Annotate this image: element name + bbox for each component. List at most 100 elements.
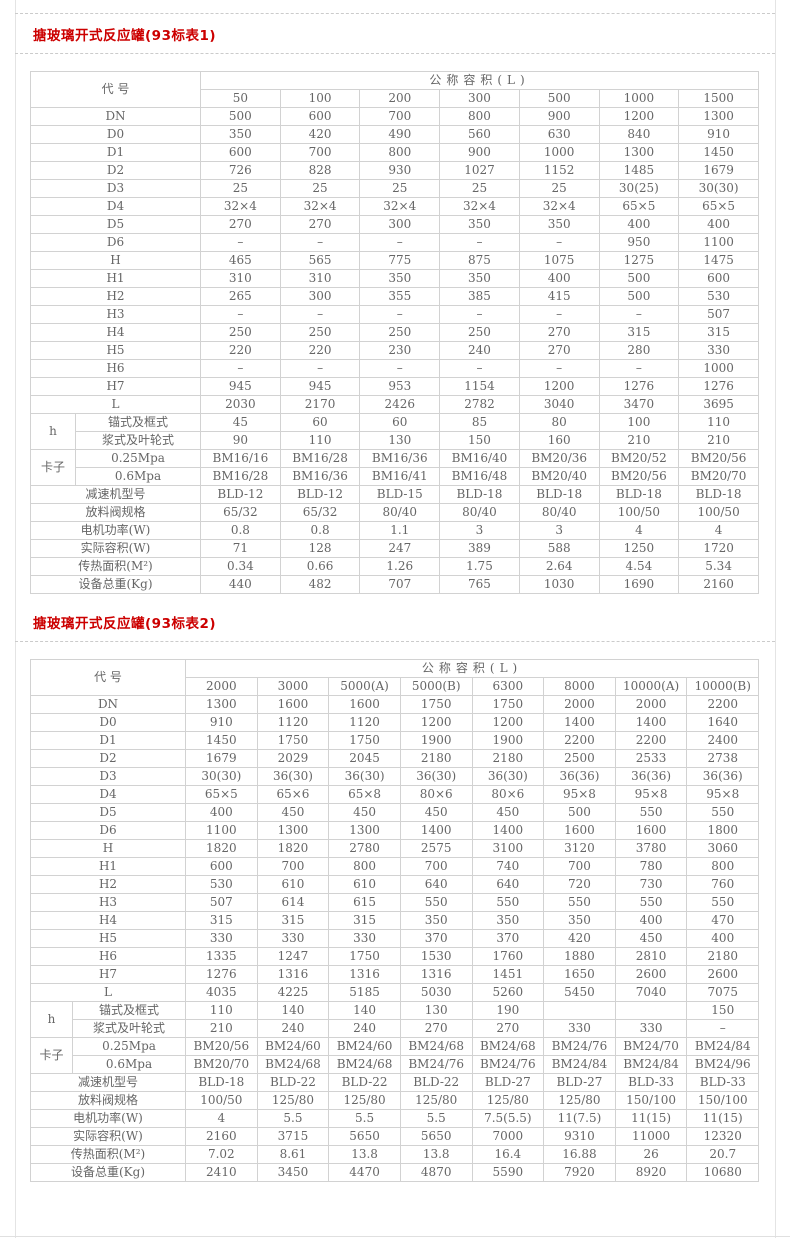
table-cell: –	[439, 305, 520, 324]
table-cell: 1.26	[359, 557, 441, 576]
table-cell: 1030	[518, 575, 600, 594]
table-cell: 415	[518, 287, 600, 306]
table-cell: BM24/84	[543, 1055, 616, 1074]
table-cell: 400	[686, 929, 760, 948]
table2-title: 搪玻璃开式反应罐(93标表2)	[33, 616, 217, 632]
table-cell: BM16/28	[279, 449, 361, 468]
table-cell: 45	[200, 413, 281, 432]
capacity-column-header: 100	[279, 89, 361, 108]
table-cell: 2738	[686, 749, 760, 768]
table-cell: 26	[614, 1145, 688, 1164]
table-cell: 800	[686, 857, 760, 876]
capacity-column-header: 50	[200, 89, 281, 108]
table-cell: BM16/16	[200, 449, 281, 468]
table-cell: 1152	[518, 161, 600, 180]
table-cell: 330	[614, 1019, 688, 1038]
table-cell: BLD-22	[256, 1073, 330, 1092]
row-label: D0	[29, 713, 187, 732]
row-label: H3	[29, 893, 187, 912]
table-cell: 350	[518, 215, 600, 234]
table-cell: 350	[471, 911, 545, 930]
row-label: D6	[29, 821, 187, 840]
table-cell: 950	[598, 233, 680, 252]
table-row: 浆式及叶轮式 210 240 240 270 270 330 330–	[31, 1019, 760, 1038]
capacity-column-header: 1000	[598, 89, 680, 108]
table-cell: 2045	[328, 749, 401, 768]
table-cell: –	[439, 233, 520, 252]
table-cell: 730	[614, 875, 688, 894]
table-cell: 700	[279, 143, 361, 162]
capacity-column-header: 3000	[256, 677, 330, 696]
row-label: D2	[29, 749, 187, 768]
table-cell: 5.5	[399, 1109, 473, 1128]
table-cell: 220	[200, 341, 281, 360]
table-cell: 600	[185, 857, 258, 876]
table-cell: 450	[614, 929, 688, 948]
table-cell: 2400	[686, 731, 760, 750]
table-cell: 2029	[256, 749, 330, 768]
table-cell: 1750	[399, 695, 473, 714]
capacity-column-header: 5000(B)	[399, 677, 473, 696]
table-cell: 350	[543, 911, 616, 930]
row-label: L	[29, 983, 187, 1002]
capacity-column-header: 8000	[543, 677, 616, 696]
row-label: H7	[29, 965, 187, 984]
table-cell: 2160	[185, 1127, 258, 1146]
row-label: 浆式及叶轮式	[71, 1019, 187, 1038]
table-cell: 25	[359, 179, 441, 198]
table-cell: 160	[518, 431, 600, 450]
table-cell: 482	[279, 575, 361, 594]
table-cell: BM20/70	[678, 467, 759, 486]
table-cell: 1027	[439, 161, 520, 180]
table-cell: 32×4	[439, 197, 520, 216]
table-row: H7 945 945 953 1154 1200 1276 1276	[29, 377, 759, 396]
table-cell: BM16/28	[200, 467, 281, 486]
row-label: 0.25Mpa	[71, 1037, 187, 1056]
table-cell: 370	[399, 929, 473, 948]
table-cell: 765	[439, 575, 520, 594]
table-cell: BLD-15	[359, 485, 441, 504]
table-cell: 0.34	[200, 557, 281, 576]
table-cell: 5.5	[328, 1109, 401, 1128]
table-cell: 1120	[256, 713, 330, 732]
capacity-column-header: 6300	[471, 677, 545, 696]
table-cell: 350	[200, 125, 281, 144]
table-cell: –	[518, 359, 600, 378]
table-cell: 1276	[598, 377, 680, 396]
table-cell: 1300	[328, 821, 401, 840]
table-cell: 125/80	[256, 1091, 330, 1110]
table-cell: 80/40	[439, 503, 520, 522]
table-cell: BLD-22	[328, 1073, 401, 1092]
table-cell: 600	[678, 269, 759, 288]
table-cell: 150	[439, 431, 520, 450]
row-label: DN	[29, 107, 202, 126]
row-label: 减速机型号	[29, 1073, 187, 1092]
table1-title-divider	[15, 53, 775, 54]
table-row: H 465 565 775 875 1075 1275 1475	[29, 251, 759, 270]
table-row: 放料阀规格 65/32 65/32 80/40 80/40 80/40 100/50 100/…	[29, 503, 759, 522]
table-cell: 614	[256, 893, 330, 912]
row-label: 传热面积(M²)	[29, 1145, 187, 1164]
table-cell: 3	[518, 521, 600, 540]
table-cell: 610	[256, 875, 330, 894]
capacity-column-header: 300	[439, 89, 520, 108]
capacity-column-header: 1500	[678, 89, 759, 108]
table-cell: 230	[359, 341, 441, 360]
table-cell: 550	[614, 803, 688, 822]
table-cell: BM24/84	[614, 1055, 688, 1074]
row-group-label: h	[30, 1001, 73, 1038]
table-cell: BLD-27	[543, 1073, 616, 1092]
table-cell: 1300	[256, 821, 330, 840]
table-cell: 800	[328, 857, 401, 876]
table-cell: 80	[518, 413, 600, 432]
table-cell: 450	[328, 803, 401, 822]
capacity-column-header: 200	[359, 89, 441, 108]
table-cell: 1485	[598, 161, 680, 180]
table-cell: 16.4	[471, 1145, 545, 1164]
table-cell: 250	[439, 323, 520, 342]
table-cell: 610	[328, 875, 401, 894]
table-cell: 385	[439, 287, 520, 306]
table-cell: 1750	[256, 731, 330, 750]
table-cell: 330	[256, 929, 330, 948]
